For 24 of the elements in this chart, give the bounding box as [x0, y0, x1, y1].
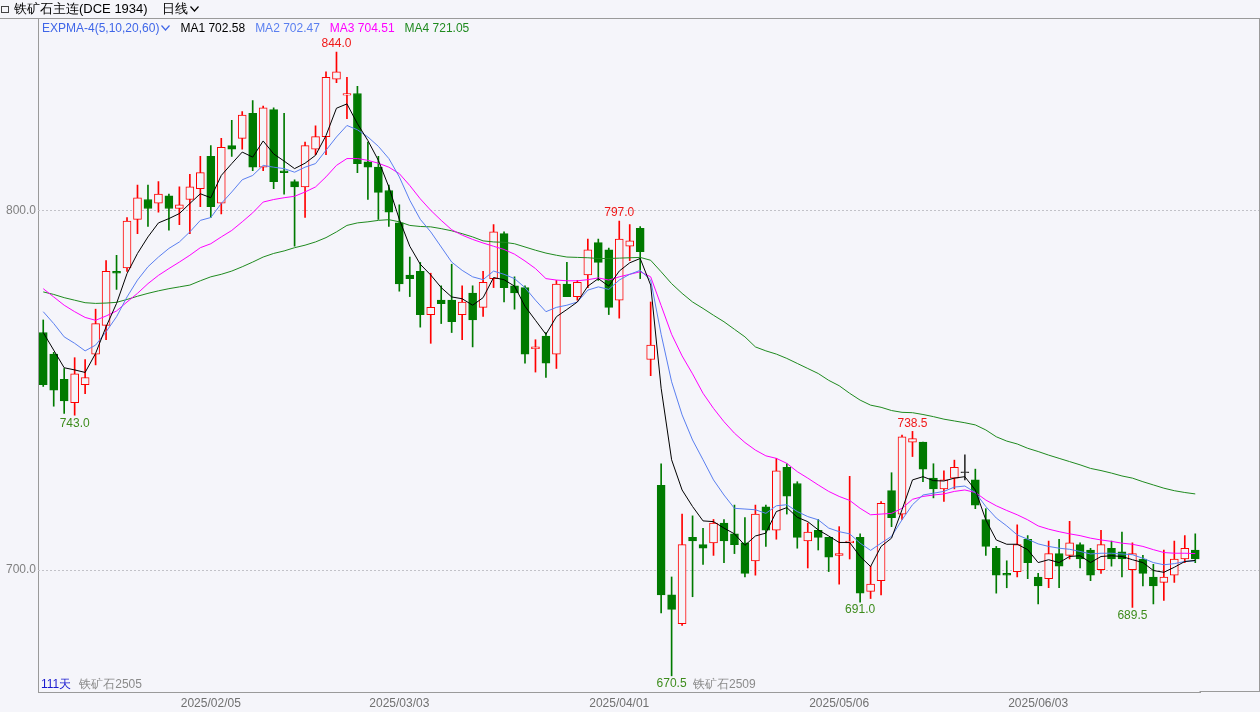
text: MA4 721.05 [404, 20, 470, 35]
annotation: 797.0 [604, 205, 635, 220]
text: MA3 704.51 [329, 20, 395, 35]
x-tick-label: 2025/03/03 [369, 695, 430, 710]
chart-subtitle: 日线 [161, 0, 188, 18]
x-tick-label: 2025/06/03 [1008, 695, 1069, 710]
text: MA2 702.47 [255, 20, 320, 35]
x-tick-label: 2025/02/05 [180, 695, 242, 710]
chart-title: 铁矿石主连(DCE 1934) [14, 0, 148, 18]
annotation: 738.5 [897, 415, 928, 430]
annotation: 670.5 [656, 676, 687, 691]
annotation: 691.0 [845, 602, 876, 617]
annotation: 铁矿石2509 [692, 677, 757, 691]
x-tick-label: 2025/05/06 [809, 695, 870, 710]
x-tick-label: 2025/04/01 [589, 695, 650, 710]
annotation: 844.0 [321, 36, 352, 51]
y-tick-label: 700.0 [5, 562, 37, 577]
text: MA1 702.58 [180, 20, 246, 35]
annotation: 743.0 [59, 415, 90, 430]
annotation: 689.5 [1117, 607, 1148, 622]
legend-title: EXPMA-4(5,10,20,60) [42, 20, 160, 35]
annotation: 铁矿石2505 [78, 677, 143, 691]
annotation: 111天 [41, 677, 72, 691]
y-tick-label: 800.0 [5, 202, 37, 217]
